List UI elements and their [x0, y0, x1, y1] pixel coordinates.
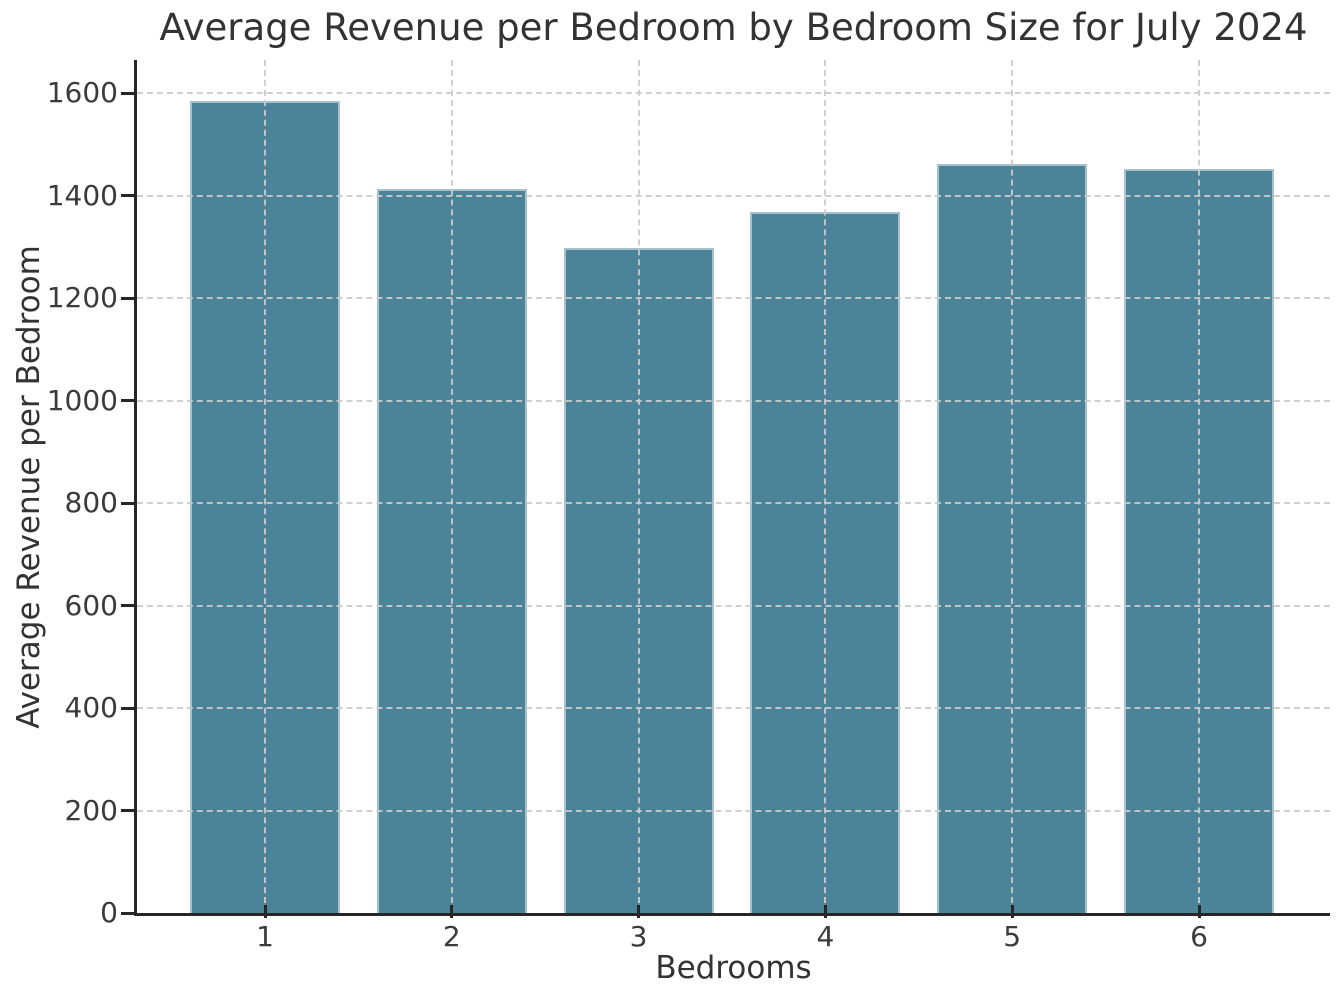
gridline-horizontal [137, 194, 1330, 197]
x-tick-label: 5 [1003, 920, 1022, 953]
y-tick-label: 800 [64, 486, 118, 519]
x-tick-label: 2 [442, 920, 461, 953]
x-tick-mark [1197, 905, 1201, 918]
gridline-horizontal [137, 399, 1330, 402]
gridline-vertical [637, 60, 640, 913]
y-axis-spine [134, 60, 137, 913]
y-tick-mark [121, 809, 134, 812]
gridline-vertical [1198, 60, 1200, 913]
y-tick-label: 1400 [46, 178, 118, 212]
y-tick-mark [121, 194, 134, 197]
y-tick-mark [121, 501, 134, 505]
x-tick-mark [263, 905, 267, 918]
chart-title: Average Revenue per Bedroom by Bedroom S… [159, 6, 1308, 49]
y-tick-label: 0 [100, 896, 118, 929]
gridline-vertical [824, 60, 827, 913]
y-tick-mark [121, 706, 134, 710]
x-tick-mark [823, 905, 827, 918]
y-tick-label: 600 [64, 588, 118, 622]
gridline-vertical [1011, 60, 1014, 913]
plot-area [134, 60, 1330, 916]
gridline-horizontal [137, 297, 1330, 299]
y-tick-label: 200 [64, 793, 118, 827]
y-tick-label: 1200 [46, 281, 118, 314]
gridline-horizontal [137, 604, 1330, 607]
x-axis-label: Bedrooms [655, 950, 812, 986]
gridline-horizontal [137, 92, 1330, 94]
gridline-horizontal [137, 707, 1330, 709]
x-tick-mark [1010, 905, 1014, 918]
x-tick-label: 6 [1190, 920, 1208, 953]
gridline-horizontal [137, 502, 1330, 504]
y-tick-label: 400 [64, 691, 118, 724]
y-tick-label: 1600 [46, 76, 118, 109]
x-tick-label: 4 [816, 920, 835, 953]
y-tick-mark [121, 604, 134, 607]
x-tick-mark [637, 905, 641, 918]
gridline-vertical [264, 60, 266, 913]
y-tick-label: 1000 [46, 383, 118, 417]
x-tick-mark [450, 905, 454, 918]
gridline-vertical [450, 60, 453, 913]
y-tick-mark [121, 91, 134, 95]
y-tick-mark [121, 296, 134, 300]
x-tick-label: 1 [256, 920, 274, 953]
gridline-horizontal [137, 809, 1330, 812]
y-tick-mark [121, 911, 134, 915]
x-axis-spine [134, 913, 1330, 916]
y-tick-mark [121, 399, 134, 402]
x-tick-label: 3 [629, 920, 648, 953]
